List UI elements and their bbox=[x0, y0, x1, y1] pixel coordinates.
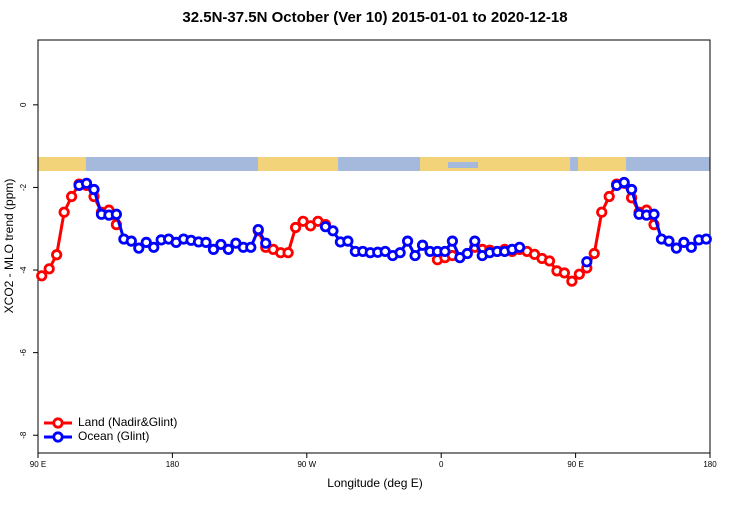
data-point bbox=[461, 247, 473, 260]
plot-frame bbox=[37, 39, 711, 454]
data-point bbox=[618, 176, 630, 189]
data-point bbox=[648, 208, 660, 220]
data-point bbox=[409, 249, 421, 262]
data-point bbox=[148, 241, 160, 253]
data-point bbox=[200, 236, 212, 248]
data-point bbox=[513, 241, 526, 253]
y-tick-label: -8 bbox=[19, 431, 28, 439]
data-point bbox=[207, 243, 220, 255]
map-strip bbox=[38, 157, 710, 171]
data-point bbox=[401, 235, 414, 247]
chart-title: 32.5N-37.5N October (Ver 10) 2015-01-01 … bbox=[182, 9, 567, 26]
series-line bbox=[40, 181, 656, 284]
data-point bbox=[342, 235, 354, 247]
data-point bbox=[125, 235, 137, 247]
data-point bbox=[260, 237, 272, 249]
data-point bbox=[543, 255, 556, 267]
x-tick-label: 0 bbox=[439, 460, 444, 469]
data-point bbox=[110, 208, 123, 220]
data-point bbox=[43, 263, 55, 275]
legend-marker bbox=[52, 417, 64, 429]
legend-label: Land (Nadir&Glint) bbox=[78, 415, 177, 429]
data-point bbox=[36, 270, 48, 282]
data-point bbox=[581, 256, 593, 268]
data-point bbox=[80, 177, 93, 189]
legend-label: Ocean (Glint) bbox=[78, 429, 149, 443]
data-point bbox=[66, 190, 78, 203]
data-point bbox=[58, 206, 70, 218]
y-tick-label: -4 bbox=[19, 266, 28, 274]
data-point bbox=[133, 242, 145, 254]
data-point bbox=[663, 235, 675, 247]
data-point bbox=[558, 267, 571, 279]
y-tick-label: -6 bbox=[19, 349, 28, 357]
data-point bbox=[603, 190, 615, 203]
data-point bbox=[685, 241, 697, 253]
x-tick-label: 180 bbox=[703, 460, 717, 469]
data-point bbox=[700, 233, 712, 245]
data-point bbox=[215, 238, 227, 251]
data-point bbox=[469, 235, 481, 247]
data-point bbox=[88, 183, 100, 196]
data-point bbox=[327, 225, 339, 237]
data-point bbox=[573, 268, 585, 280]
data-point bbox=[446, 235, 458, 247]
data-point bbox=[439, 245, 451, 258]
x-tick-label: 90 W bbox=[297, 460, 316, 469]
x-tick-label: 180 bbox=[166, 460, 180, 469]
x-tick-label: 90 E bbox=[30, 460, 46, 469]
x-axis-label: Longitude (deg E) bbox=[327, 476, 422, 490]
x-tick-label: 90 E bbox=[567, 460, 583, 469]
data-point bbox=[416, 239, 429, 251]
legend-marker bbox=[52, 431, 64, 443]
data-point bbox=[596, 206, 608, 218]
data-point bbox=[245, 241, 257, 253]
data-point bbox=[588, 247, 600, 260]
data-point bbox=[625, 183, 638, 196]
data-point bbox=[566, 275, 578, 287]
y-axis-label: XCO2 - MLO trend (ppm) bbox=[2, 179, 16, 314]
data-point bbox=[678, 236, 690, 248]
data-point bbox=[394, 247, 406, 259]
data-point bbox=[51, 249, 63, 261]
data-point bbox=[282, 247, 294, 259]
data-point bbox=[289, 221, 302, 234]
data-point bbox=[670, 242, 683, 254]
data-point bbox=[140, 236, 152, 248]
data-point bbox=[252, 223, 264, 236]
data-point bbox=[222, 243, 234, 255]
y-tick-label: 0 bbox=[19, 102, 28, 107]
y-tick-label: -2 bbox=[19, 183, 28, 191]
